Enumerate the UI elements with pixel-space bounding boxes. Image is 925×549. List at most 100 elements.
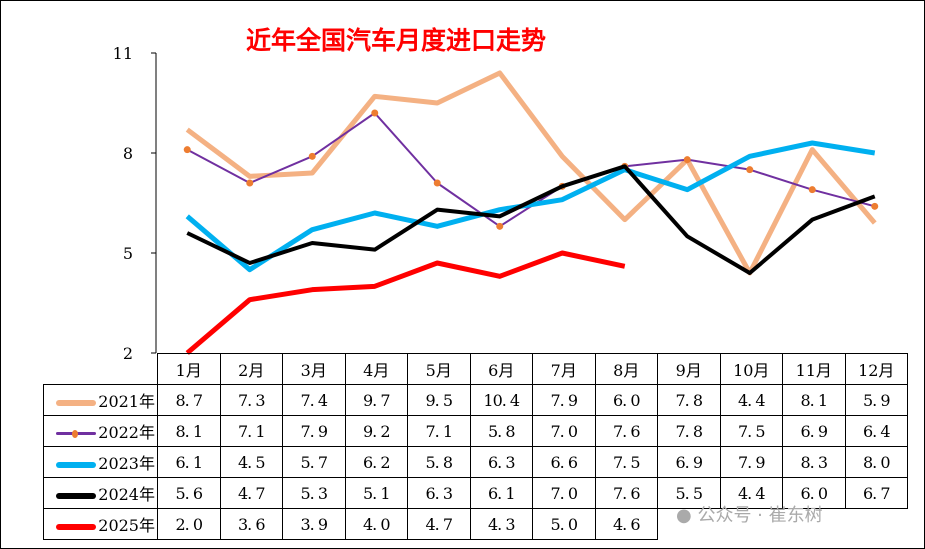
data-label: 6. 9 <box>782 415 846 447</box>
category-label: 8月 <box>594 353 658 385</box>
data-label: 6. 7 <box>844 477 908 509</box>
category-label: 4月 <box>344 353 408 385</box>
data-label: 4. 4 <box>719 477 783 509</box>
data-label: 6. 1 <box>157 446 221 478</box>
category-label: 7月 <box>532 353 596 385</box>
data-label: 7. 8 <box>657 384 721 416</box>
data-label: 4. 6 <box>594 508 658 540</box>
legend-label: 2023年 <box>98 454 155 473</box>
data-label: 5. 6 <box>157 477 221 509</box>
data-label: 7. 8 <box>657 415 721 447</box>
data-label: 6. 1 <box>469 477 533 509</box>
chart-title: 近年全国汽车月度进口走势 <box>246 26 547 55</box>
data-point <box>746 166 754 174</box>
data-label: 9. 2 <box>344 415 408 447</box>
data-label <box>845 509 908 540</box>
category-label: 12月 <box>844 353 908 385</box>
data-label: 7. 6 <box>594 477 658 509</box>
y-tick-label: 8 <box>123 144 133 163</box>
data-label: 4. 5 <box>219 446 283 478</box>
table-row: 2025年 2. 0 3. 6 3. 9 4. 0 4. 7 4. 3 5. 0 4. 6 <box>43 508 908 540</box>
data-label: 5. 1 <box>344 477 408 509</box>
table-row: 2022年 8. 1 7. 1 7. 9 9. 2 7. 1 5. 8 7. 0 7. 6 7. … <box>43 415 908 447</box>
table-row: 2024年 5. 6 4. 7 5. 3 5. 1 6. 3 6. 1 7. 0 7. 6 5. … <box>43 477 908 509</box>
y-tick-label: 11 <box>113 44 133 63</box>
data-label: 7. 1 <box>407 415 471 447</box>
data-label: 5. 5 <box>657 477 721 509</box>
y-tick-label: 5 <box>123 244 133 263</box>
data-label: 7. 6 <box>594 415 658 447</box>
data-label: 6. 3 <box>407 477 471 509</box>
series-line-2025年 <box>185 250 626 355</box>
legend-swatch <box>56 523 97 530</box>
category-label: 6月 <box>469 353 533 385</box>
legend-entry: 2024年 <box>43 477 158 509</box>
data-point <box>371 109 379 117</box>
series-line-2023年 <box>185 140 876 273</box>
data-label: 9. 7 <box>344 384 408 416</box>
data-label: 5. 3 <box>282 477 346 509</box>
category-label: 1月 <box>157 353 221 385</box>
legend-entry: 2025年 <box>43 508 158 540</box>
category-label: 11月 <box>782 353 846 385</box>
data-label: 6. 6 <box>532 446 596 478</box>
legend-label: 2024年 <box>98 485 155 504</box>
data-label: 7. 9 <box>282 415 346 447</box>
legend-entry: 2023年 <box>43 446 158 478</box>
legend-swatch <box>56 492 97 499</box>
data-label: 5. 7 <box>282 446 346 478</box>
category-label: 2月 <box>219 353 283 385</box>
data-label: 8. 3 <box>782 446 846 478</box>
data-label: 7. 9 <box>719 446 783 478</box>
data-point <box>808 186 816 194</box>
data-point <box>183 146 191 154</box>
category-label: 3月 <box>282 353 346 385</box>
data-label: 5. 8 <box>407 446 471 478</box>
table-row: 2023年 6. 1 4. 5 5. 7 6. 2 5. 8 6. 3 6. 6 7. 5 6. … <box>43 446 908 478</box>
data-label: 3. 9 <box>282 508 346 540</box>
legend-swatch <box>56 399 97 406</box>
series-line-2021年 <box>185 70 877 276</box>
data-label: 7. 4 <box>282 384 346 416</box>
data-label: 5. 8 <box>469 415 533 447</box>
data-table: 1月 2月 3月 4月 5月 6月 7月 8月 9月 10月 11月 12月 2021年 8. 7 7. 3… <box>43 353 908 540</box>
legend-label: 2022年 <box>98 423 155 442</box>
legend-entry: 2022年 <box>43 415 158 447</box>
data-label: 4. 4 <box>719 384 783 416</box>
data-label: 7. 0 <box>532 477 596 509</box>
table-row: 2021年 8. 7 7. 3 7. 4 9. 7 9. 5 10. 4 7. 9 6. 0 7.… <box>43 384 908 416</box>
watermark: ● 公众号 · 崔东树 <box>676 501 823 527</box>
category-label: 5月 <box>407 353 471 385</box>
category-label: 10月 <box>719 353 783 385</box>
series-line-2024年 <box>186 164 876 275</box>
data-label: 7. 9 <box>532 384 596 416</box>
data-label: 5. 9 <box>844 384 908 416</box>
data-label: 7. 3 <box>219 384 283 416</box>
data-label: 10. 4 <box>469 384 533 416</box>
data-label: 6. 0 <box>782 477 846 509</box>
data-label: 9. 5 <box>407 384 471 416</box>
data-point <box>246 179 254 187</box>
legend-swatch <box>56 461 97 468</box>
data-label: 4. 0 <box>344 508 408 540</box>
data-label: 4. 3 <box>469 508 533 540</box>
legend-entry: 2021年 <box>43 384 158 416</box>
data-label: 8. 1 <box>782 384 846 416</box>
data-label: 7. 0 <box>532 415 596 447</box>
data-label: 4. 7 <box>407 508 471 540</box>
data-label: 6. 2 <box>344 446 408 478</box>
legend-label: 2025年 <box>98 516 155 535</box>
data-point <box>496 222 504 230</box>
data-label: 7. 5 <box>594 446 658 478</box>
data-point <box>683 156 691 164</box>
data-label: 5. 0 <box>532 508 596 540</box>
data-label: 8. 1 <box>157 415 221 447</box>
data-label: 7. 1 <box>219 415 283 447</box>
category-label: 9月 <box>657 353 721 385</box>
data-label: 6. 9 <box>657 446 721 478</box>
data-label: 8. 7 <box>157 384 221 416</box>
series-line-2022年 <box>186 112 876 228</box>
data-label: 4. 7 <box>219 477 283 509</box>
